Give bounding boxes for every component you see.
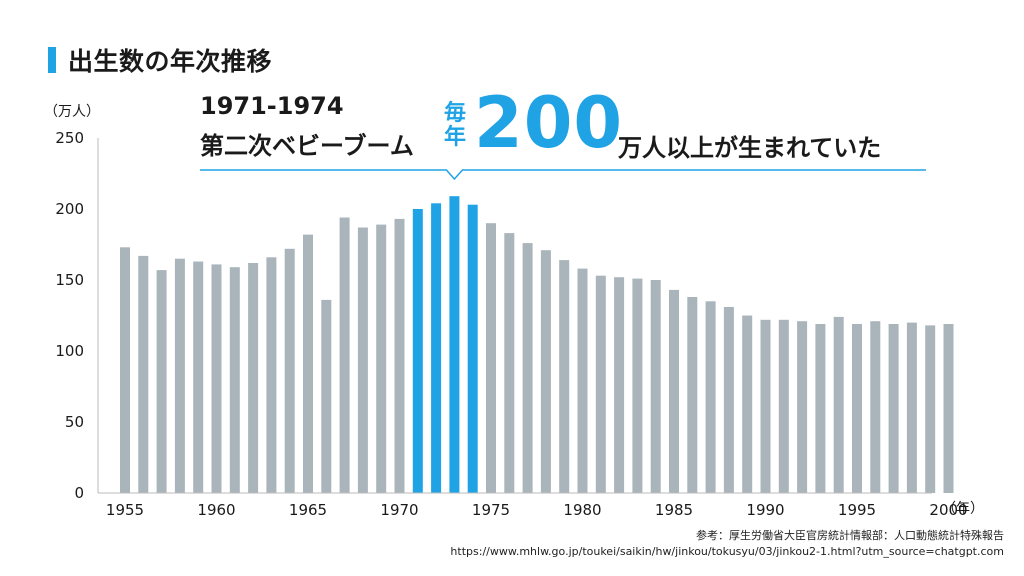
bar-1993 (815, 324, 826, 493)
callout-tail-text: 万人以上が生まれていた (618, 134, 882, 162)
bar-highlight-1974 (467, 204, 478, 493)
y-axis-unit-label: （万人） (44, 104, 100, 120)
bar-1983 (632, 278, 643, 493)
bar-1969 (376, 224, 387, 493)
x-tick-label: 1960 (197, 501, 235, 519)
bar-2000 (943, 324, 954, 493)
bar-1958 (174, 258, 185, 493)
bar-1976 (504, 233, 515, 493)
bar-1955 (120, 247, 130, 493)
callout-label: 第二次ベビーブーム (200, 132, 414, 160)
y-tick-label: 0 (74, 484, 84, 502)
bar-1966 (321, 299, 332, 493)
bar-1984 (650, 280, 661, 493)
chart-title: 出生数の年次推移 (68, 47, 273, 76)
bar-1989 (742, 315, 753, 493)
bar-highlight-1971 (412, 209, 423, 493)
x-axis: 1955 1960 1965 1970 1975 1980 1985 1990 1995 2000 (98, 492, 968, 519)
x-tick-label: 1980 (563, 501, 601, 519)
bar-1982 (614, 277, 625, 493)
bar-1987 (705, 301, 716, 493)
bar-1995 (852, 324, 862, 493)
x-axis-unit-label: （年） (942, 501, 984, 517)
bar-1980 (577, 268, 588, 493)
bar-highlight-1973 (449, 196, 460, 493)
bar-1957 (156, 270, 167, 493)
bars-group (120, 196, 954, 494)
y-axis: 0 50 100 150 200 250 (55, 129, 99, 502)
bar-1979 (559, 260, 570, 493)
x-tick-label: 1985 (655, 501, 693, 519)
bar-1997 (888, 324, 899, 493)
bar-1992 (797, 321, 808, 493)
bar-1999 (925, 325, 936, 493)
bar-1981 (595, 275, 606, 493)
bar-highlight-1972 (431, 203, 442, 494)
bar-1986 (687, 297, 698, 493)
title-accent-bar (48, 47, 56, 73)
source-url: https://www.mhlw.go.jp/toukei/saikin/hw/… (450, 545, 1004, 558)
y-tick-label: 100 (55, 342, 84, 360)
bar-1988 (723, 307, 734, 493)
source-line-1: 参考：厚生労働省大臣官房統計情報部：人口動態統計特殊報告 (696, 529, 1004, 542)
bar-1998 (906, 322, 917, 493)
chart-title-block: 出生数の年次推移 (48, 42, 272, 78)
x-tick-label: 1970 (380, 501, 418, 519)
bar-1968 (357, 227, 368, 493)
callout-pointer (200, 169, 926, 181)
bar-1959 (193, 261, 204, 493)
bar-1967 (339, 217, 350, 493)
bar-1990 (760, 319, 771, 493)
x-tick-label: 1990 (746, 501, 784, 519)
bar-1962 (248, 263, 259, 493)
x-tick-label: 1995 (838, 501, 876, 519)
y-tick-label: 50 (65, 413, 84, 431)
bar-1996 (870, 321, 881, 493)
y-tick-label: 250 (55, 129, 84, 147)
source-note: 参考：厚生労働省大臣官房統計情報部：人口動態統計特殊報告 https://www… (450, 528, 1004, 560)
bar-1985 (669, 289, 679, 493)
x-tick-label: 1965 (289, 501, 327, 519)
bar-1964 (284, 248, 295, 493)
callout-big-number: 200 (474, 82, 624, 164)
bar-1991 (778, 319, 789, 493)
bar-1994 (833, 316, 844, 493)
x-tick-label: 2000 (929, 501, 967, 519)
bar-1978 (540, 250, 551, 493)
bar-1963 (266, 257, 277, 493)
bar-1977 (522, 243, 533, 493)
y-tick-label: 150 (55, 271, 84, 289)
callout-each-year: 毎年 (443, 101, 466, 150)
x-tick-label: 1975 (472, 501, 510, 519)
y-tick-label: 200 (55, 200, 84, 218)
bar-1970 (394, 218, 405, 493)
bar-1975 (486, 223, 496, 493)
x-tick-label: 1955 (106, 501, 144, 519)
callout-pointer-line (200, 169, 926, 181)
bar-1956 (138, 255, 149, 493)
bar-1960 (211, 264, 222, 493)
bar-1965 (303, 234, 313, 493)
callout-years: 1971-1974 (200, 92, 344, 120)
bar-1961 (229, 267, 240, 493)
